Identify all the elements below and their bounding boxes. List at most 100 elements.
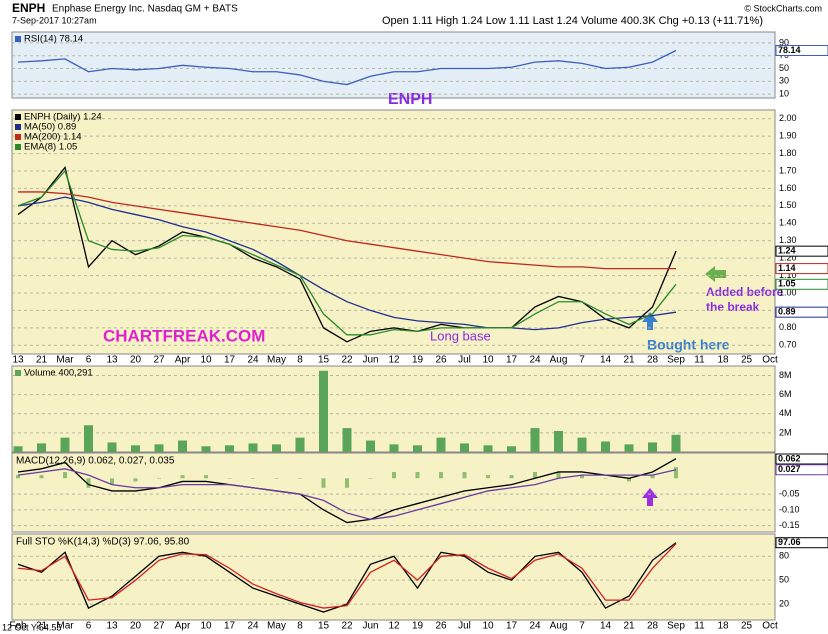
x-tick-label: 6 (86, 621, 92, 632)
bar (107, 442, 117, 452)
bar (627, 478, 631, 482)
y-tick-label: -0.15 (779, 520, 800, 530)
bar (63, 471, 67, 479)
value-tag (775, 306, 828, 318)
x-tick-label: 19 (412, 355, 424, 366)
bar (486, 475, 490, 479)
series-line (17, 169, 677, 336)
y-tick-label: 30 (779, 76, 789, 86)
y-tick-label: 1.80 (779, 148, 797, 158)
x-tick-label: 14 (600, 355, 612, 366)
bar (37, 443, 46, 452)
cursor-readout: 12 Oct Y:54.55 (2, 622, 61, 632)
x-tick-label: 7 (579, 621, 585, 632)
x-tick-label: 17 (506, 355, 518, 366)
panel-title: Full STO %K(14,3) %D(3) 97.06, 95.80 (16, 537, 190, 548)
x-tick-label: 24 (247, 355, 259, 366)
legend-label: ENPH (Daily) 1.24 (24, 112, 102, 123)
bar (39, 475, 44, 479)
x-tick-label: Jun (362, 355, 378, 366)
x-tick-label: 25 (741, 355, 753, 366)
y-tick-label: 4M (779, 408, 792, 418)
x-tick-label: 13 (12, 355, 24, 366)
bar (84, 425, 93, 452)
x-tick-label: Jul (458, 621, 471, 632)
long-base-note: Long base (430, 328, 491, 343)
legend-swatch (15, 124, 21, 130)
bar (368, 478, 373, 479)
x-tick-label: Feb (9, 621, 27, 632)
bar (13, 446, 23, 452)
x-tick-label: 27 (153, 621, 165, 632)
series-line (17, 543, 677, 609)
y-tick-label: 1.90 (779, 131, 797, 141)
value-tag-label: 1.05 (778, 279, 796, 289)
bar (204, 475, 208, 479)
x-tick-label: 18 (717, 355, 729, 366)
bar (295, 437, 305, 452)
bar (180, 475, 185, 479)
bar (509, 475, 514, 479)
legend-swatch (15, 144, 21, 150)
x-tick-label: 15 (318, 355, 330, 366)
bar (319, 370, 328, 452)
x-tick-label: Aug (550, 355, 568, 366)
legend-swatch (15, 370, 21, 376)
value-tag (775, 44, 828, 56)
bar (439, 471, 443, 479)
bar (648, 442, 657, 452)
y-tick-label: 6M (779, 389, 792, 399)
x-tick-label: 22 (341, 355, 353, 366)
x-tick-label: Mar (56, 355, 74, 366)
x-tick-label: 11 (694, 355, 705, 366)
green-arrow (705, 266, 726, 282)
bar (624, 444, 634, 452)
bar (366, 440, 375, 452)
y-tick-label: 50 (779, 575, 789, 585)
bar (110, 478, 114, 485)
bar (392, 471, 396, 479)
x-tick-label: 20 (130, 355, 142, 366)
bar (227, 478, 232, 479)
value-tag (775, 245, 828, 257)
value-tag (775, 537, 828, 549)
y-tick-label: 8M (779, 370, 792, 380)
bar (86, 478, 91, 488)
bar (248, 443, 258, 452)
bar (272, 444, 281, 452)
bar (530, 428, 540, 452)
bar (533, 471, 537, 479)
x-tick-label: Jul (458, 355, 471, 366)
x-tick-label: 28 (647, 621, 659, 632)
bar (554, 430, 563, 452)
x-tick-label: 12 (388, 355, 400, 366)
x-tick-label: 21 (623, 621, 635, 632)
x-tick-label: 25 (741, 621, 753, 632)
x-tick-label: 21 (623, 355, 635, 366)
bar (603, 478, 608, 479)
bar (507, 446, 516, 452)
bought-note: Bought here (647, 337, 730, 353)
x-tick-label: 24 (247, 621, 259, 632)
x-tick-label: Oct (762, 355, 778, 366)
x-tick-label: 21 (36, 621, 48, 632)
added-note: Added before (706, 285, 784, 299)
value-tag-label: 78.14 (778, 45, 801, 55)
legend-swatch (15, 114, 21, 120)
company-name: Enphase Energy Inc. Nasdaq GM + BATS (52, 4, 238, 15)
x-tick-label: Mar (56, 621, 74, 632)
x-tick-label: 28 (647, 355, 659, 366)
site-label: CHARTFREAK.COM (103, 326, 265, 345)
x-tick-label: Jun (362, 621, 378, 632)
value-tag-label: 1.14 (778, 263, 796, 273)
symbol: ENPH (12, 1, 45, 15)
bar (154, 444, 164, 452)
series-line (17, 468, 677, 521)
y-tick-label: 1.60 (779, 183, 797, 193)
value-tag (775, 464, 828, 476)
bar (342, 428, 352, 452)
legend-label: Volume 400,291 (24, 368, 93, 379)
date: 7-Sep-2017 10:27am (12, 15, 97, 25)
x-tick-label: Apr (175, 621, 191, 632)
bar (16, 475, 20, 479)
